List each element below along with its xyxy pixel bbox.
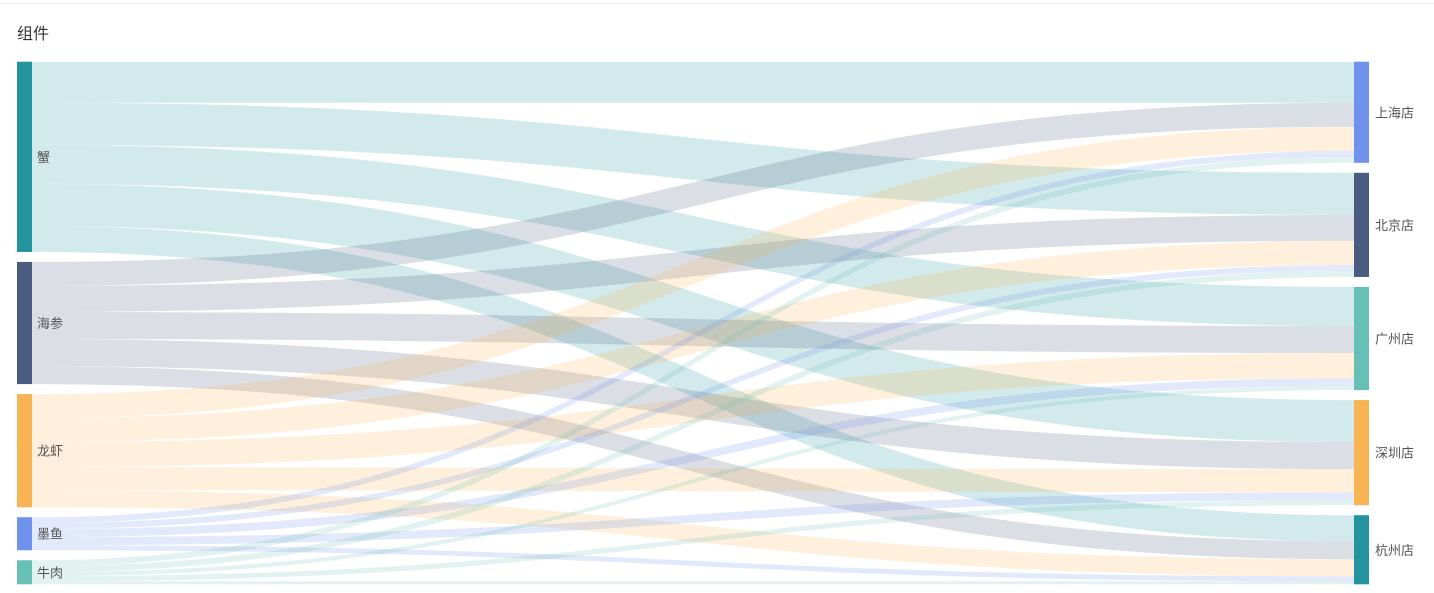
node-label: 上海店 [1375, 106, 1414, 121]
sankey-link[interactable] [32, 353, 1354, 468]
top-divider [0, 3, 1434, 4]
sankey-link[interactable] [32, 144, 1354, 327]
sankey-link[interactable] [32, 545, 1354, 582]
sankey-link[interactable] [32, 240, 1354, 443]
sankey-link[interactable] [32, 311, 1354, 354]
sankey-node[interactable] [1354, 286, 1369, 391]
sankey-link[interactable] [32, 183, 1354, 443]
sankey-link[interactable] [32, 61, 1354, 103]
panel-title: 组件 [17, 24, 50, 43]
sankey-link[interactable] [32, 378, 1354, 538]
sankey-link[interactable] [32, 156, 1354, 567]
sankey-link[interactable] [32, 366, 1354, 560]
sankey-link[interactable] [32, 467, 1354, 493]
sankey-link[interactable] [32, 126, 1354, 419]
sankey-link[interactable] [32, 102, 1354, 286]
sankey-node[interactable] [17, 61, 32, 252]
sankey-link[interactable] [32, 214, 1354, 312]
sankey-link[interactable] [32, 492, 1354, 546]
sankey-node[interactable] [17, 560, 32, 585]
sankey-node[interactable] [17, 261, 32, 385]
sankey-link[interactable] [32, 581, 1354, 585]
sankey-link[interactable] [32, 264, 1354, 530]
sankey-link[interactable] [32, 339, 1354, 470]
node-label: 杭州店 [1375, 544, 1414, 559]
node-label: 蟹 [37, 151, 50, 166]
sankey-link[interactable] [32, 102, 1354, 215]
sankey-node[interactable] [17, 394, 32, 508]
node-label: 墨鱼 [37, 527, 63, 543]
node-label: 广州店 [1375, 333, 1414, 348]
sankey-node[interactable] [17, 517, 32, 551]
sankey-node[interactable] [1354, 515, 1369, 585]
sankey-link[interactable] [32, 386, 1354, 577]
sankey-node[interactable] [1354, 61, 1369, 163]
sankey-link[interactable] [32, 490, 1354, 577]
node-label: 深圳店 [1375, 447, 1414, 462]
sankey-link[interactable] [32, 270, 1354, 573]
sankey-link[interactable] [32, 225, 1354, 542]
sankey-link[interactable] [32, 150, 1354, 524]
sankey-node[interactable] [1354, 172, 1369, 277]
node-label: 北京店 [1375, 219, 1414, 234]
sankey-link[interactable] [32, 500, 1354, 582]
sankey-node[interactable] [1354, 400, 1369, 506]
node-label: 海参 [37, 316, 63, 332]
node-label: 牛肉 [37, 566, 63, 581]
node-label: 龙虾 [37, 445, 63, 460]
